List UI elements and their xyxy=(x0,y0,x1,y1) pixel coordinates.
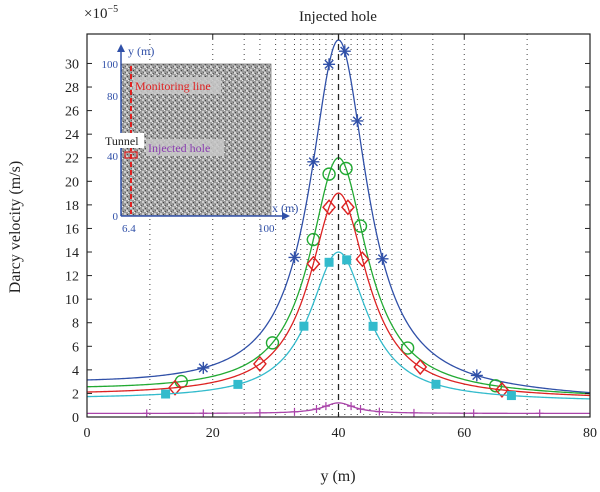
series-marker-star-1 xyxy=(288,251,301,264)
series-marker-plus-11 xyxy=(535,409,544,417)
inset-xtick-100: 100 xyxy=(258,223,275,235)
inset-xtick-6-4: 6.4 xyxy=(122,223,136,235)
series-marker-plus-8 xyxy=(375,407,384,416)
y-axis-label: Darcy velocity (m/s) xyxy=(7,161,24,293)
y-tick-label-11: 22 xyxy=(65,152,79,167)
inset-tick-80: 80 xyxy=(107,91,119,103)
series-marker-plus-10 xyxy=(469,409,478,417)
series-marker-plus-1 xyxy=(199,409,208,417)
series-line-plus xyxy=(87,402,590,415)
inset-tunnel-marker xyxy=(124,151,138,159)
x-tick-label-4: 80 xyxy=(583,426,597,441)
series-marker-square-5 xyxy=(368,321,378,331)
inset-tick-40: 40 xyxy=(107,151,119,163)
y-tick-label-9: 18 xyxy=(65,199,79,214)
x-axis-ticks: 0 20 40 60 80 xyxy=(84,34,597,441)
inset-tunnel-label: Tunnel xyxy=(105,134,139,148)
series-marker-square-0 xyxy=(161,389,171,399)
chart-title: Injected hole xyxy=(299,9,377,25)
series-marker-circle-1 xyxy=(265,336,280,350)
inset-hole-label-bg xyxy=(146,139,224,156)
series-marker-plus-0 xyxy=(142,409,151,417)
y-tick-label-12: 24 xyxy=(65,128,79,143)
inset-tick-0: 0 xyxy=(113,211,119,223)
series-layer xyxy=(87,39,590,417)
series-marker-diamond-6 xyxy=(413,358,428,376)
series-marker-star-4 xyxy=(338,45,351,58)
series-marker-circle-7 xyxy=(488,379,503,393)
series-marker-square-4 xyxy=(342,255,352,265)
inset-tick-100: 100 xyxy=(102,59,119,71)
series-marker-star-2 xyxy=(307,155,320,168)
x-tick-label-3: 60 xyxy=(457,426,471,441)
y-tick-label-13: 26 xyxy=(65,105,79,120)
series-marker-square-2 xyxy=(299,321,309,331)
x-tick-label-1: 20 xyxy=(206,426,220,441)
series-marker-circle-4 xyxy=(339,161,353,176)
series-marker-star-3 xyxy=(323,58,336,71)
series-marker-plus-6 xyxy=(347,402,356,411)
series-marker-plus-3 xyxy=(290,407,299,416)
inset-x-label: x (m) xyxy=(272,201,298,215)
y-tick-label-0: 0 xyxy=(72,411,79,426)
series-marker-star-5 xyxy=(351,114,364,127)
series-marker-circle-6 xyxy=(400,341,415,355)
inset-monitoring-label-bg xyxy=(133,77,221,94)
series-line-square xyxy=(87,251,590,400)
inset-tunnel-label-bg xyxy=(104,133,144,148)
series-marker-diamond-3 xyxy=(322,199,336,216)
series-marker-plus-5 xyxy=(321,402,330,411)
series-marker-diamond-7 xyxy=(495,381,509,398)
series-square xyxy=(87,251,590,401)
y-multiplier-exponent: −5 xyxy=(107,4,118,15)
series-marker-square-7 xyxy=(506,391,516,401)
inset-x-arrow xyxy=(282,212,290,220)
x-tick-label-0: 0 xyxy=(84,426,91,441)
y-tick-label-8: 16 xyxy=(65,222,79,237)
series-marker-star-0 xyxy=(197,361,210,374)
series-marker-diamond-2 xyxy=(306,255,321,272)
series-marker-square-1 xyxy=(233,379,243,389)
y-tick-label-4: 8 xyxy=(72,317,79,332)
y-tick-label-2: 4 xyxy=(72,364,79,379)
series-marker-plus-9 xyxy=(409,408,418,417)
inset-hole-label: Injected hole xyxy=(148,141,210,155)
y-tick-label-14: 28 xyxy=(65,81,79,96)
series-marker-star-6 xyxy=(376,252,389,265)
series-marker-plus-7 xyxy=(356,404,365,413)
series-marker-plus-4 xyxy=(312,404,321,413)
series-marker-diamond-0 xyxy=(168,379,182,396)
series-plus xyxy=(87,402,590,417)
series-marker-diamond-5 xyxy=(355,251,370,268)
x-axis-label: y (m) xyxy=(320,468,355,485)
series-marker-diamond-1 xyxy=(252,355,267,373)
series-marker-circle-5 xyxy=(353,219,368,233)
series-marker-square-6 xyxy=(431,379,441,389)
series-line-diamond xyxy=(87,192,590,397)
series-marker-circle-3 xyxy=(322,167,336,181)
series-marker-plus-2 xyxy=(255,408,264,417)
y-tick-label-3: 6 xyxy=(72,340,79,355)
y-multiplier: ×10−5 xyxy=(84,4,118,22)
y-tick-label-6: 12 xyxy=(65,270,79,285)
y-tick-label-1: 2 xyxy=(72,387,79,402)
inset-y-label: y (m) xyxy=(128,44,154,58)
y-tick-label-10: 20 xyxy=(65,175,79,190)
inset-monitoring-label: Monitoring line xyxy=(135,79,211,93)
inset-domain: y (m) x (m) 100 80 40 0 6.4 100 Monitori… xyxy=(102,44,298,235)
y-tick-label-15: 30 xyxy=(65,57,79,72)
y-tick-label-7: 14 xyxy=(65,246,79,261)
inset-y-arrow xyxy=(117,44,125,52)
series-diamond xyxy=(87,192,590,398)
y-tick-label-5: 10 xyxy=(65,293,79,308)
x-tick-label-2: 40 xyxy=(332,426,346,441)
series-marker-star-7 xyxy=(470,369,483,382)
series-marker-diamond-4 xyxy=(341,199,355,216)
series-marker-square-3 xyxy=(324,257,334,267)
